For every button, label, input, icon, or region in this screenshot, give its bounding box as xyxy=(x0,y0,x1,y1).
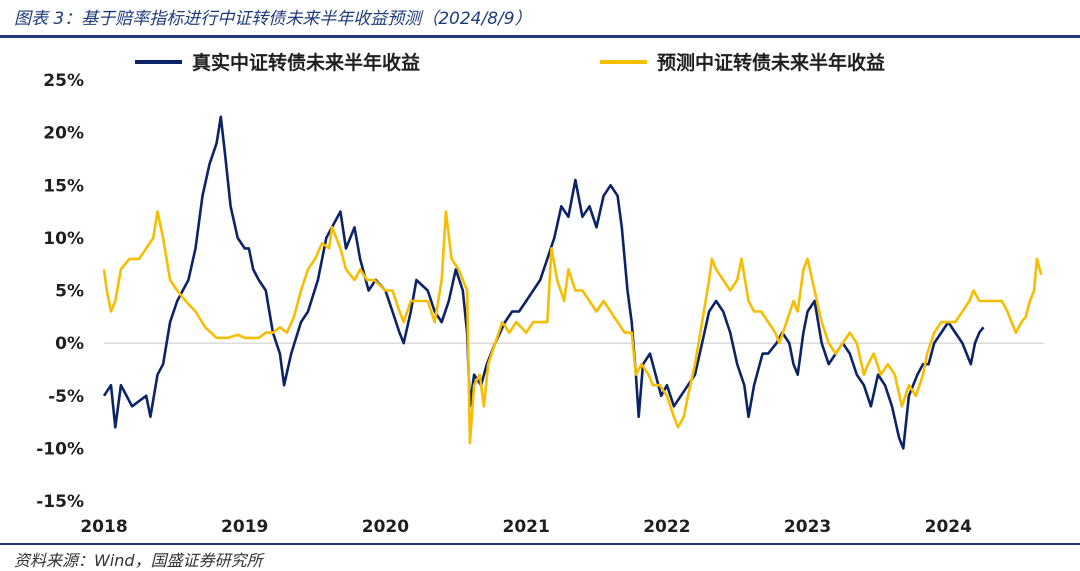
x-tick-label: 2023 xyxy=(784,517,831,537)
source-note: 资料来源：Wind，国盛证券研究所 xyxy=(14,551,263,570)
series-line-actual xyxy=(102,115,985,450)
y-tick-label: 25% xyxy=(43,71,84,91)
top-rule xyxy=(0,35,1080,38)
y-tick-label: -15% xyxy=(36,492,84,512)
y-tick-label: 20% xyxy=(43,124,84,144)
series-line-predicted xyxy=(102,210,1043,445)
legend: 真实中证转债未来半年收益 预测中证转债未来半年收益 xyxy=(135,51,885,74)
y-axis: -15% -10% -5% 0% 5% 10% 15% 20% 25% xyxy=(36,71,84,512)
y-tick-label: 10% xyxy=(43,229,84,249)
y-tick-label: 0% xyxy=(55,334,84,354)
y-tick-label: 15% xyxy=(43,176,84,196)
y-tick-label: -5% xyxy=(48,387,84,407)
legend-label-actual: 真实中证转债未来半年收益 xyxy=(192,51,420,74)
x-axis: 2018 2019 2020 2021 2022 2023 2024 xyxy=(80,517,972,537)
legend-label-predicted: 预测中证转债未来半年收益 xyxy=(657,51,885,74)
y-tick-label: 5% xyxy=(55,282,84,302)
x-tick-label: 2022 xyxy=(643,517,690,537)
x-tick-label: 2021 xyxy=(502,517,549,537)
x-tick-label: 2019 xyxy=(221,517,268,537)
x-tick-label: 2020 xyxy=(362,517,409,537)
x-tick-label: 2018 xyxy=(80,517,127,537)
chart-title: 图表 3：基于赔率指标进行中证转债未来半年收益预测（2024/8/9） xyxy=(14,9,532,29)
series-layer xyxy=(102,115,1043,450)
y-tick-label: -10% xyxy=(36,439,84,459)
bottom-rule xyxy=(0,543,1080,545)
x-tick-label: 2024 xyxy=(925,517,972,537)
